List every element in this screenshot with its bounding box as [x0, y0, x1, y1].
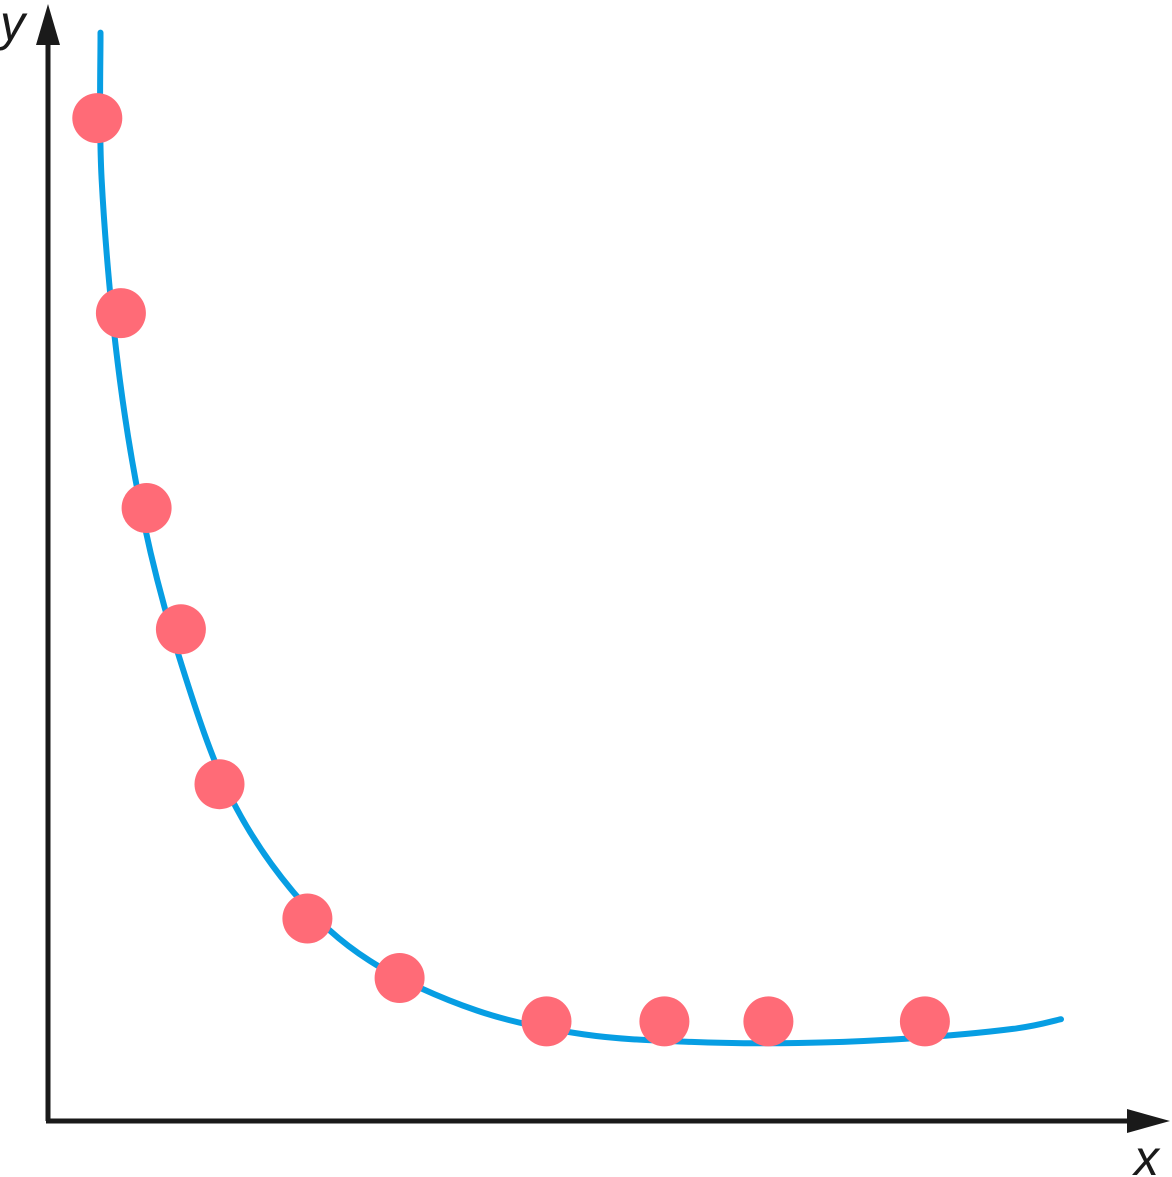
data-point-4 [155, 604, 206, 655]
y-axis-label: y [0, 0, 28, 51]
data-point-8 [521, 996, 572, 1047]
x-axis-label: x [1132, 1130, 1161, 1177]
data-point-6 [282, 893, 333, 944]
points-layer [72, 93, 950, 1047]
y-axis-arrow [36, 4, 60, 45]
data-point-3 [121, 483, 172, 533]
data-point-5 [194, 759, 245, 810]
data-point-9 [639, 996, 690, 1047]
data-point-10 [743, 996, 794, 1047]
data-point-2 [95, 288, 146, 339]
data-point-1 [72, 93, 123, 144]
data-point-7 [374, 953, 425, 1003]
trend-curve [97, 29, 1064, 1047]
data-point-11 [899, 996, 950, 1047]
x-axis-arrow [1127, 1109, 1170, 1133]
trend-layer [97, 29, 1064, 1047]
